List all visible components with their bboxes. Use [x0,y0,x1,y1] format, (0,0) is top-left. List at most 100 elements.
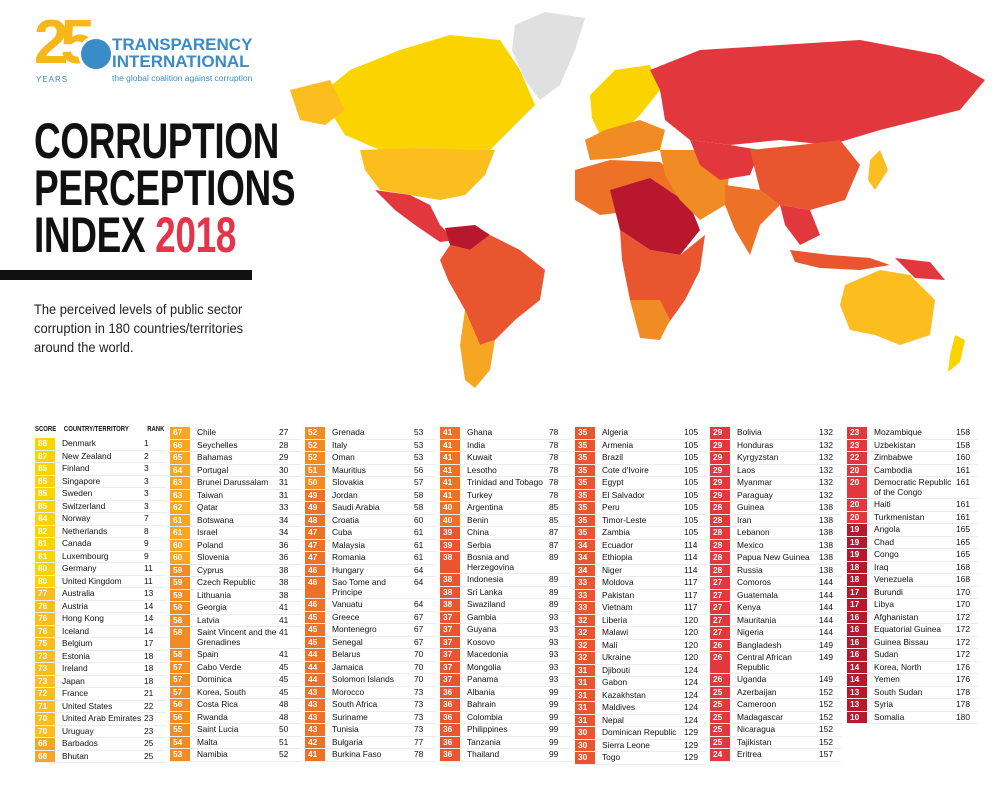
score-cell: 20 [847,499,867,511]
score-cell: 37 [440,624,460,636]
country-cell: Grenada [332,427,365,437]
score-cell: 27 [710,577,730,589]
table-row: 27 Kenya 144 [710,602,841,615]
rank-cell: 114 [684,552,698,562]
score-cell: 35 [575,527,595,539]
country-cell: Saint Vincent and the Grenadines [197,627,277,647]
table-row: 37 Macedonia 93 [440,649,571,662]
map-southern-cone [460,310,495,388]
map-japan [868,150,888,190]
map-canada [320,35,535,150]
score-cell: 38 [440,552,460,573]
table-row: 31 Maldives 124 [575,702,706,715]
score-cell: 61 [170,514,190,526]
table-row: 28 Lebanon 138 [710,527,841,540]
score-cell: 31 [575,714,595,726]
rank-cell: 105 [684,502,698,512]
country-cell: Qatar [197,502,218,512]
score-cell: 37 [440,649,460,661]
table-row: 37 Mongolia 93 [440,661,571,674]
score-cell: 35 [575,464,595,476]
table-row: 53 Namibia 52 [170,749,301,762]
country-cell: Portugal [197,464,229,475]
table-row: 73 Japan 18 [35,675,166,688]
table-row: 16 Equatorial Guinea 172 [847,624,978,637]
rank-cell: 105 [684,439,698,450]
rank-cell: 78 [549,439,559,450]
score-cell: 65 [170,452,190,464]
table-row: 41 Kuwait 78 [440,452,571,465]
country-cell: Taiwan [197,489,224,500]
country-cell: Rwanda [197,711,228,722]
rank-cell: 172 [956,636,970,647]
country-cell: Gabon [602,677,628,687]
table-row: 35 Cote d'Ivoire 105 [575,464,706,477]
country-cell: Sudan [874,649,899,659]
score-cell: 28 [710,552,730,564]
score-cell: 76 [35,613,55,625]
table-row: 37 Panama 93 [440,674,571,687]
country-cell: Iceland [62,625,90,636]
rank-cell: 120 [684,652,698,662]
score-cell: 59 [170,577,190,589]
score-cell: 56 [170,711,190,723]
rank-cell: 138 [819,527,833,537]
country-cell: Uganda [737,674,767,684]
rank-cell: 23 [144,725,154,736]
country-cell: Luxembourg [62,550,109,561]
table-row: 23 Uzbekistan 158 [847,439,978,452]
country-cell: Oman [332,452,355,462]
country-cell: Cameroon [737,699,777,709]
table-row: 35 Zambia 105 [575,527,706,540]
rank-cell: 93 [549,649,559,659]
rank-cell: 176 [956,674,970,684]
country-cell: Argentina [467,502,503,512]
rank-cell: 176 [956,661,970,672]
table-row: 66 Seychelles 28 [170,439,301,452]
score-cell: 29 [710,464,730,476]
rank-cell: 132 [819,452,833,462]
table-row: 56 Rwanda 48 [170,711,301,724]
rank-cell: 53 [414,427,424,437]
rank-cell: 73 [414,686,424,697]
table-row: 32 Liberia 120 [575,614,706,627]
rank-cell: 11 [144,563,153,573]
rank-cell: 117 [684,589,698,600]
score-cell: 56 [170,699,190,711]
score-cell: 85 [35,463,55,475]
score-cell: 27 [710,627,730,639]
table-row: 40 Benin 85 [440,514,571,527]
rank-cell: 120 [684,639,698,650]
rank-cell: 158 [956,427,970,437]
table-row: 81 Luxembourg 9 [35,550,166,563]
transparency-international-logo: 25 YEARS TRANSPARENCY INTERNATIONAL the … [34,12,264,89]
rank-cell: 73 [414,711,424,722]
country-cell: Vietnam [602,602,633,612]
rank-cell: 58 [414,502,424,512]
rank-cell: 168 [956,574,970,584]
score-cell: 77 [35,588,55,600]
table-row: 22 Zimbabwe 160 [847,452,978,465]
rank-cell: 93 [549,674,559,684]
rank-cell: 129 [684,739,698,750]
score-cell: 60 [170,539,190,551]
score-cell: 30 [575,727,595,739]
country-cell: United Kingdom [62,575,122,586]
table-row: 25 Nicaragua 152 [710,724,841,737]
table-row: 34 Niger 114 [575,564,706,577]
country-cell: Laos [737,464,756,475]
score-cell: 33 [575,577,595,589]
rank-cell: 120 [684,614,698,625]
table-row: 36 Colombia 99 [440,711,571,724]
table-row: 52 Grenada 53 [305,427,436,440]
score-cell: 57 [170,686,190,698]
score-cell: 29 [710,477,730,489]
rank-cell: 117 [684,602,698,612]
country-cell: Albania [467,686,495,697]
logo-tagline: the global coalition against corruption [112,73,253,83]
table-row: 29 Kyrgyzstan 132 [710,452,841,465]
score-cell: 75 [35,638,55,650]
table-row: 80 United Kingdom 11 [35,575,166,588]
score-cell: 32 [575,652,595,664]
rank-cell: 41 [279,627,289,637]
